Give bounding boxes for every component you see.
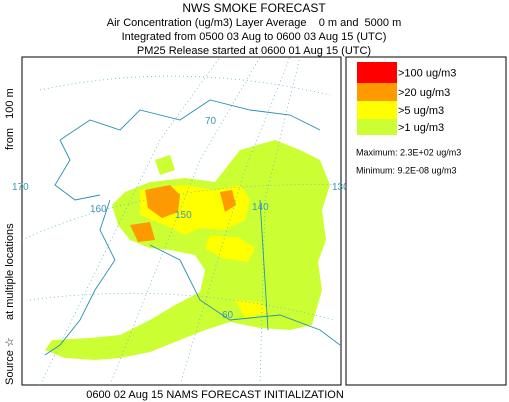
grid-label: 160 (90, 204, 107, 215)
smoke-area (130, 222, 155, 242)
side-label-height: from 100 m (4, 88, 16, 150)
smoke-area (205, 235, 255, 262)
footer: 0600 02 Aug 15 NAMS FORECAST INITIALIZAT… (86, 389, 344, 401)
side-label: Source ☆ at multiple locations from 100 … (4, 88, 16, 385)
legend-label: >1 ug/m3 (398, 122, 444, 134)
side-label-source: Source ☆ (4, 337, 16, 385)
grid-label: 70 (205, 116, 217, 127)
legend-swatch (357, 101, 397, 119)
smoke-area (155, 155, 175, 175)
grid-label: 150 (175, 210, 192, 221)
legend-label: >100 ug/m3 (398, 67, 456, 79)
map: 70 170 160 150 140 130 60 (12, 56, 349, 386)
legend: Maximum: 2.3E+02 ug/m3 Minimum: 9.2E-08 … (345, 56, 507, 386)
grid-label: 140 (252, 202, 269, 213)
grid-label: 130 (332, 182, 349, 193)
side-label-locations: at multiple locations (4, 223, 16, 320)
grid-label: 60 (222, 310, 234, 321)
legend-swatch (357, 83, 397, 101)
title: NWS SMOKE FORECAST (182, 1, 326, 15)
subtitle: PM25 Release started at 0600 01 Aug 15 (… (137, 45, 371, 57)
subtitle: Integrated from 0500 03 Aug to 0600 03 A… (122, 31, 387, 43)
legend-minimum: Minimum: 9.2E-08 ug/m3 (356, 165, 457, 175)
legend-label: >20 ug/m3 (398, 87, 450, 99)
legend-swatch (357, 119, 397, 135)
legend-maximum: Maximum: 2.3E+02 ug/m3 (356, 147, 461, 157)
smoke-area (145, 185, 180, 218)
grid-label: 170 (12, 182, 29, 193)
subtitle: Air Concentration (ug/m3) Layer Average … (107, 17, 402, 29)
legend-swatch (357, 62, 397, 83)
smoke-area (220, 190, 236, 212)
legend-label: >5 ug/m3 (398, 105, 444, 117)
